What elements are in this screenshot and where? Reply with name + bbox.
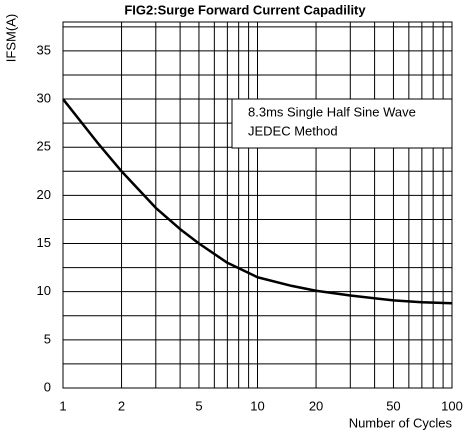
annotation: 8.3ms Single Half Sine Wave	[248, 104, 416, 119]
x-tick-label: 20	[309, 398, 323, 413]
x-tick-label: 5	[195, 398, 202, 413]
line	[62, 98, 453, 305]
y-tick-label: 5	[44, 331, 51, 346]
x-tick-label: 50	[386, 398, 400, 413]
x-tick-label: 10	[250, 398, 264, 413]
y-tick-label: 25	[37, 139, 51, 154]
y-axis-label: IFSM(A)	[3, 14, 18, 62]
annotation-box	[231, 98, 453, 149]
y-tick-label: 20	[37, 187, 51, 202]
y-tick-label: 15	[37, 235, 51, 250]
y-tick-label: 35	[37, 42, 51, 57]
x-axis-label: Number of Cycles	[349, 415, 453, 430]
annotation: JEDEC Method	[248, 123, 338, 138]
y-tick-label: 10	[37, 283, 51, 298]
chart-title: FIG2:Surge Forward Current Capadility	[124, 2, 366, 17]
x-tick-label: 1	[59, 398, 66, 413]
y-tick-label: 30	[37, 90, 51, 105]
plot-frame	[62, 21, 453, 389]
y-tick-label: 0	[44, 379, 51, 394]
x-tick-label: 100	[441, 398, 463, 413]
x-tick-label: 2	[118, 398, 125, 413]
